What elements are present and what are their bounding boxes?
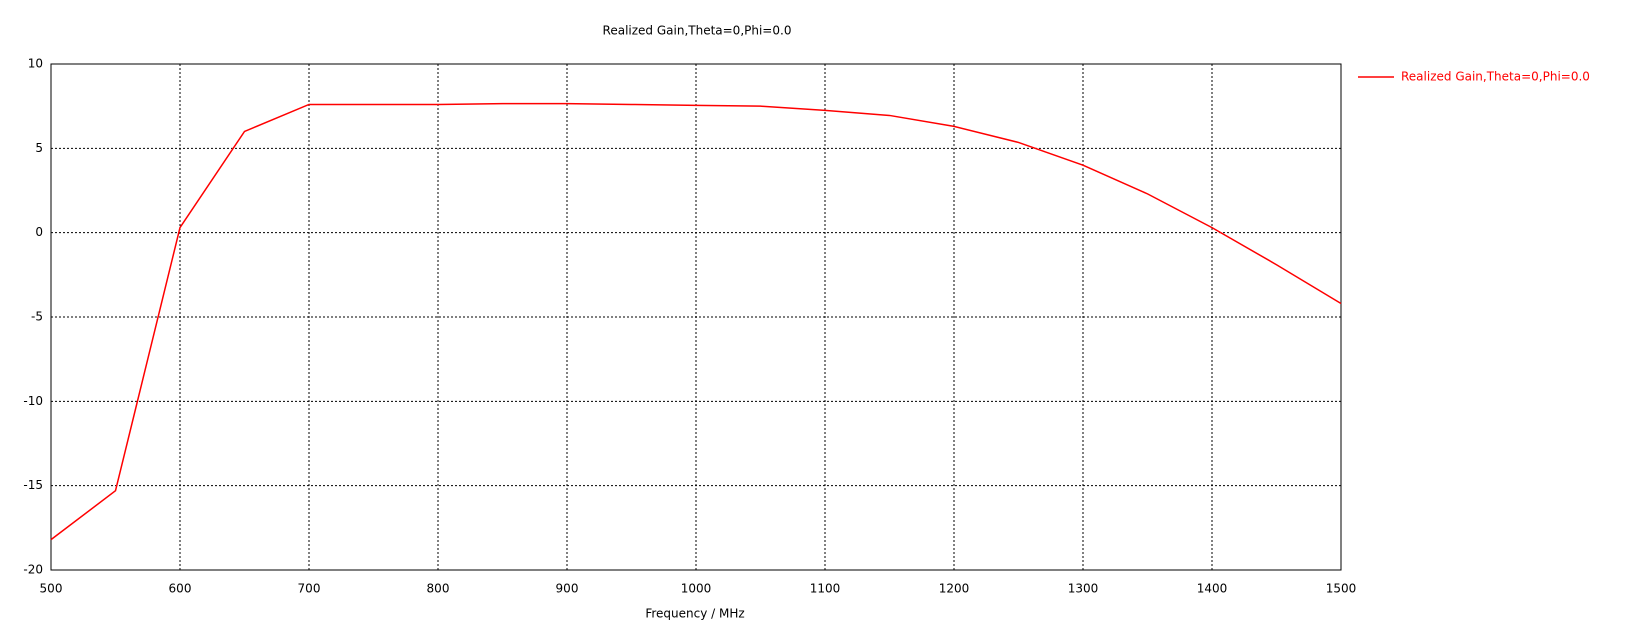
x-tick-label: 900 [556, 582, 579, 596]
data-line [50, 102, 1342, 541]
x-axis-label: Frequency / MHz [645, 607, 744, 621]
x-tick-label: 1400 [1197, 582, 1228, 596]
x-tick-label: 1200 [939, 582, 970, 596]
y-tick-label: -10 [23, 394, 43, 408]
x-tick-label: 800 [427, 582, 450, 596]
x-tick-label: 600 [169, 582, 192, 596]
y-tick-label: -15 [23, 478, 43, 492]
x-tick-label: 1500 [1326, 582, 1357, 596]
y-tick-label: 10 [28, 57, 43, 71]
chart-title: Realized Gain,Theta=0,Phi=0.0 [603, 24, 792, 38]
y-tick-label: 5 [35, 141, 43, 155]
x-tick-label: 1000 [681, 582, 712, 596]
x-tick-label: 500 [40, 582, 63, 596]
plot-frame [50, 63, 1342, 571]
y-tick-label: -5 [31, 310, 43, 324]
x-tick-label: 1100 [810, 582, 841, 596]
y-tick-label: -20 [23, 563, 43, 577]
x-tick-label: 1300 [1068, 582, 1099, 596]
legend-label: Realized Gain,Theta=0,Phi=0.0 [1401, 70, 1590, 84]
x-tick-label: 700 [298, 582, 321, 596]
y-tick-label: 0 [35, 225, 43, 239]
